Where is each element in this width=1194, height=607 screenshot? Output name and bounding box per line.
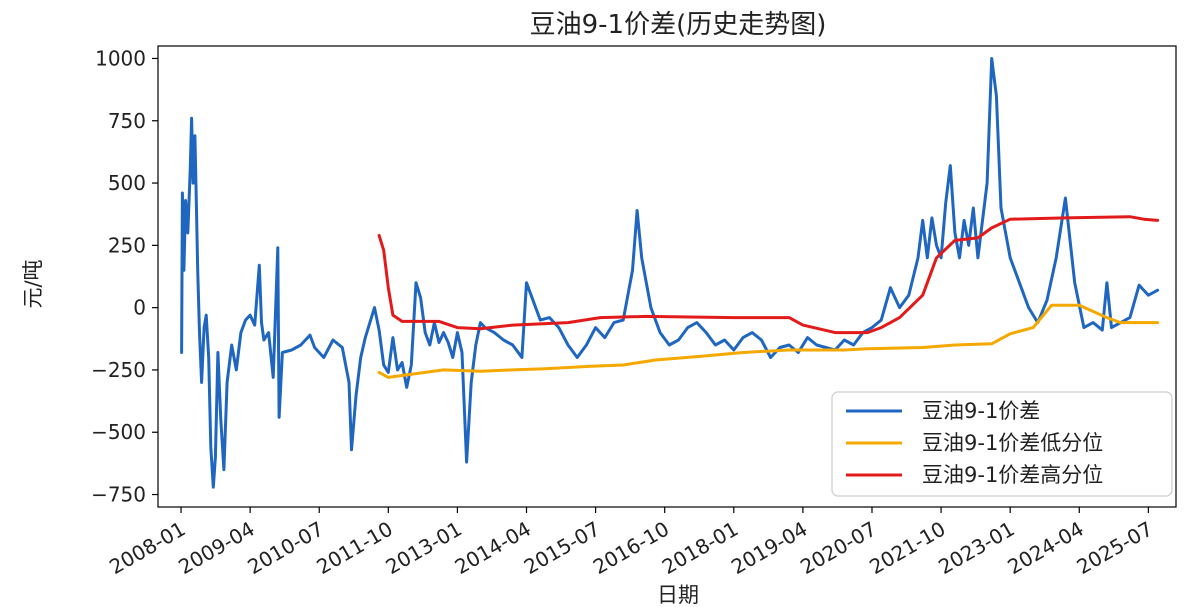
x-tick-label: 2021-10 xyxy=(865,517,949,580)
legend-box xyxy=(831,391,1173,497)
y-tick-label: 750 xyxy=(108,109,146,133)
x-axis-title: 日期 xyxy=(657,583,699,607)
x-tick-label: 2023-01 xyxy=(934,517,1018,580)
series-line-2 xyxy=(377,303,1160,379)
x-tick-label: 2014-04 xyxy=(451,517,535,580)
series-layer xyxy=(180,57,1160,489)
x-tick-label: 2016-10 xyxy=(589,517,673,580)
x-tick-label: 2025-07 xyxy=(1072,517,1156,580)
x-tick-label: 2011-10 xyxy=(312,517,396,580)
series-line-3 xyxy=(377,215,1160,335)
x-tick-label: 2013-01 xyxy=(382,517,466,580)
y-axis-title: 元/吨 xyxy=(21,259,45,308)
x-tick-label: 2024-04 xyxy=(1003,517,1087,580)
y-tick-label: 0 xyxy=(133,296,146,320)
series-line-1 xyxy=(180,57,1160,489)
y-tick-label: −750 xyxy=(91,483,146,507)
chart-title: 豆油9-1价差(历史走势图) xyxy=(530,10,827,40)
x-tick-label: 2009-04 xyxy=(174,517,258,580)
x-tick-label: 2010-07 xyxy=(243,517,327,580)
y-tick-label: 250 xyxy=(108,233,146,257)
x-tick-label: 2020-07 xyxy=(796,517,880,580)
x-tick-label: 2018-01 xyxy=(658,517,742,580)
y-tick-label: 500 xyxy=(108,171,146,195)
legend-label-1: 豆油9-1价差 xyxy=(922,399,1040,423)
y-axis: −750 −500 −250 0 250 500 750 1000 xyxy=(91,46,158,507)
y-tick-label: 1000 xyxy=(95,46,146,70)
y-tick-label: −250 xyxy=(91,358,146,382)
legend-label-3: 豆油9-1价差高分位 xyxy=(922,463,1103,487)
x-axis: 2008-012009-042010-072011-102013-012014-… xyxy=(105,507,1157,579)
plot-frame xyxy=(157,45,1177,508)
legend-label-2: 豆油9-1价差低分位 xyxy=(922,431,1103,455)
x-tick-label: 2019-04 xyxy=(727,517,811,580)
x-tick-label: 2008-01 xyxy=(105,517,189,580)
x-tick-label: 2015-07 xyxy=(520,517,604,580)
y-tick-label: −500 xyxy=(91,420,146,444)
